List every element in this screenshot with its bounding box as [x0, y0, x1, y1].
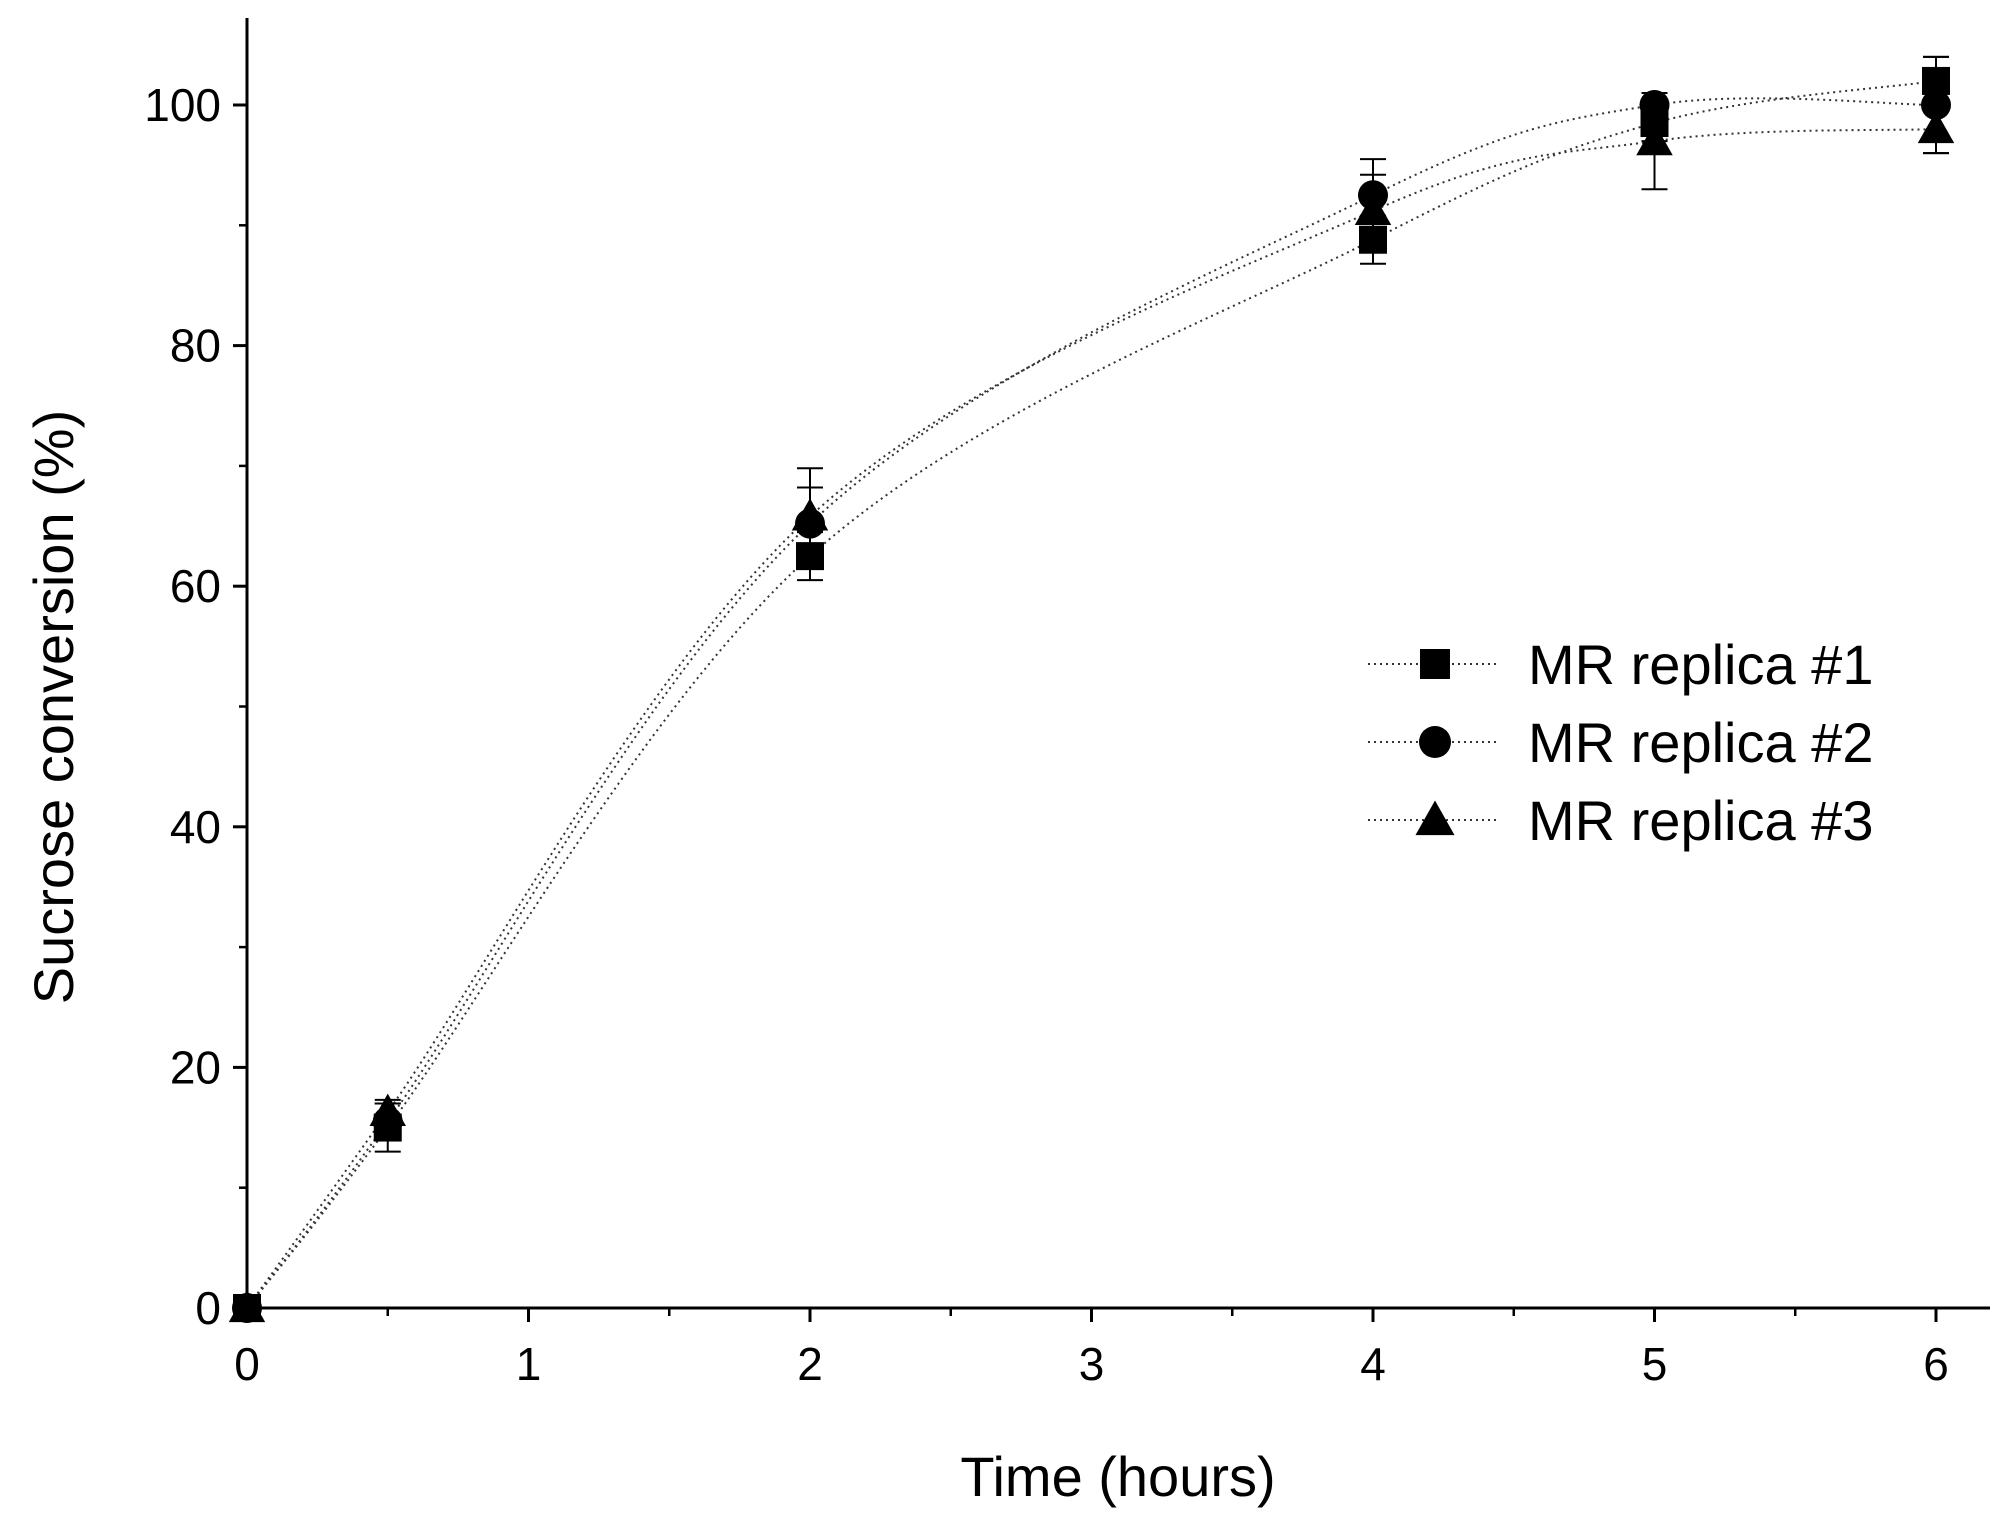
legend-label: MR replica #2: [1528, 711, 1873, 774]
legend-label: MR replica #1: [1528, 633, 1873, 696]
x-axis-label: Time (hours): [960, 1445, 1275, 1508]
x-tick-label: 1: [516, 1338, 542, 1390]
y-tick-label: 80: [170, 320, 221, 372]
y-tick-label: 100: [144, 79, 221, 131]
data-point-triangle: [791, 498, 829, 531]
error-bars: [374, 55, 1949, 1153]
legend: MR replica #1 MR replica #2 MR replica #3: [1368, 633, 1873, 852]
y-tick-label: 0: [195, 1282, 221, 1334]
data-point-triangle: [1354, 192, 1392, 225]
data-point-triangle: [1636, 122, 1673, 156]
data-point-triangle: [1917, 110, 1955, 144]
axes: [245, 18, 1990, 1310]
x-tick-label: 4: [1360, 1338, 1386, 1390]
legend-marker-square: [1420, 649, 1450, 679]
data-point-circle: [1921, 90, 1951, 120]
x-tick-label: 6: [1923, 1338, 1949, 1390]
y-axis-label: Sucrose conversion (%): [22, 410, 85, 1004]
data-point-circle: [1639, 90, 1670, 120]
data-point-square: [796, 542, 824, 571]
legend-marker-triangle: [1415, 800, 1455, 836]
y-tick-label: 20: [170, 1041, 221, 1093]
ticks: [233, 103, 1938, 1322]
legend-marker-circle: [1419, 726, 1451, 758]
legend-label: MR replica #3: [1528, 789, 1873, 852]
data-point-square: [1359, 225, 1387, 254]
series-line-2: [246, 97, 1937, 1309]
x-tick-label: 5: [1642, 1338, 1668, 1390]
x-tick-label: 0: [234, 1338, 260, 1390]
data-point-triangle: [369, 1093, 406, 1127]
x-tick-label: 2: [797, 1338, 823, 1390]
y-tick-label: 40: [170, 801, 221, 853]
x-tick-label: 3: [1079, 1338, 1105, 1390]
y-tick-label: 60: [170, 560, 221, 612]
